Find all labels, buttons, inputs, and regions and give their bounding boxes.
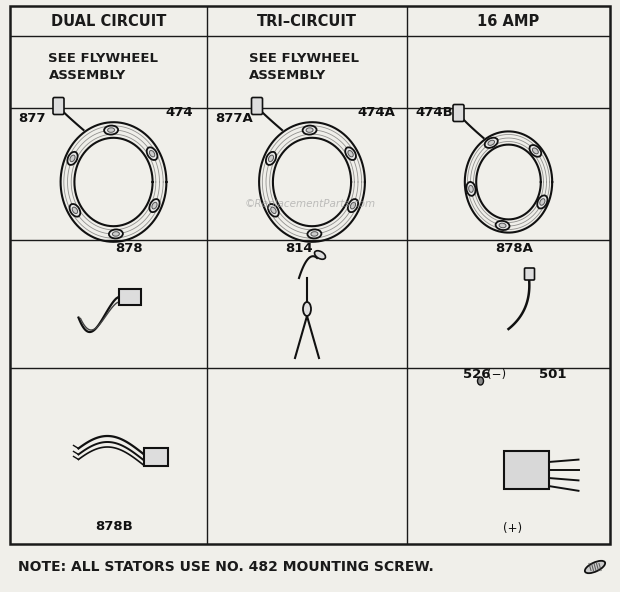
Text: 16 AMP: 16 AMP bbox=[477, 14, 539, 28]
Ellipse shape bbox=[268, 155, 273, 162]
Ellipse shape bbox=[585, 561, 605, 573]
Ellipse shape bbox=[466, 182, 476, 196]
Ellipse shape bbox=[271, 207, 276, 214]
Ellipse shape bbox=[499, 223, 506, 228]
FancyBboxPatch shape bbox=[53, 98, 64, 114]
Ellipse shape bbox=[495, 221, 510, 230]
Text: 474A: 474A bbox=[357, 106, 395, 119]
Ellipse shape bbox=[266, 152, 276, 165]
FancyBboxPatch shape bbox=[453, 105, 464, 121]
Ellipse shape bbox=[308, 230, 321, 239]
Text: 501: 501 bbox=[539, 368, 566, 381]
Ellipse shape bbox=[348, 199, 358, 212]
Ellipse shape bbox=[303, 126, 317, 134]
Ellipse shape bbox=[348, 150, 353, 157]
Text: 526: 526 bbox=[464, 368, 491, 381]
Ellipse shape bbox=[73, 207, 78, 214]
Text: 877A: 877A bbox=[215, 112, 253, 125]
Ellipse shape bbox=[477, 377, 484, 385]
Ellipse shape bbox=[152, 202, 157, 209]
Text: 474B: 474B bbox=[415, 106, 453, 119]
Text: (−): (−) bbox=[487, 368, 506, 381]
Text: NOTE: ALL STATORS USE NO. 482 MOUNTING SCREW.: NOTE: ALL STATORS USE NO. 482 MOUNTING S… bbox=[18, 560, 434, 574]
Text: 878: 878 bbox=[115, 242, 143, 255]
Ellipse shape bbox=[108, 128, 115, 133]
Ellipse shape bbox=[538, 195, 547, 208]
Ellipse shape bbox=[488, 140, 495, 146]
Ellipse shape bbox=[109, 230, 123, 239]
Ellipse shape bbox=[314, 251, 326, 259]
Text: DUAL CIRCUIT: DUAL CIRCUIT bbox=[51, 14, 166, 28]
FancyBboxPatch shape bbox=[252, 98, 262, 114]
Text: 878B: 878B bbox=[95, 520, 133, 533]
Ellipse shape bbox=[149, 199, 159, 212]
Text: 814: 814 bbox=[285, 242, 312, 255]
Ellipse shape bbox=[303, 302, 311, 316]
Ellipse shape bbox=[533, 148, 538, 154]
Ellipse shape bbox=[350, 202, 355, 209]
FancyBboxPatch shape bbox=[525, 268, 534, 280]
Text: ©ReplacementParts.com: ©ReplacementParts.com bbox=[244, 199, 376, 209]
Ellipse shape bbox=[485, 138, 498, 148]
Text: TRI–CIRCUIT: TRI–CIRCUIT bbox=[257, 14, 357, 28]
Text: 877: 877 bbox=[18, 112, 45, 125]
Ellipse shape bbox=[540, 199, 545, 205]
Ellipse shape bbox=[268, 204, 279, 217]
Ellipse shape bbox=[529, 145, 541, 157]
Ellipse shape bbox=[70, 155, 75, 162]
Text: 474: 474 bbox=[165, 106, 193, 119]
Bar bbox=[118, 289, 141, 305]
Text: SEE FLYWHEEL
ASSEMBLY: SEE FLYWHEEL ASSEMBLY bbox=[48, 52, 159, 82]
Ellipse shape bbox=[149, 150, 155, 157]
Ellipse shape bbox=[104, 126, 118, 134]
Ellipse shape bbox=[112, 231, 120, 236]
Ellipse shape bbox=[469, 185, 473, 192]
Text: SEE FLYWHEEL
ASSEMBLY: SEE FLYWHEEL ASSEMBLY bbox=[249, 52, 359, 82]
Text: (+): (+) bbox=[503, 522, 523, 535]
Bar bbox=[503, 451, 549, 489]
Ellipse shape bbox=[345, 147, 356, 160]
Ellipse shape bbox=[311, 231, 318, 236]
Ellipse shape bbox=[306, 128, 313, 133]
Bar bbox=[143, 448, 167, 466]
Ellipse shape bbox=[147, 147, 157, 160]
Ellipse shape bbox=[69, 204, 80, 217]
Text: 878A: 878A bbox=[495, 242, 533, 255]
Ellipse shape bbox=[68, 152, 78, 165]
